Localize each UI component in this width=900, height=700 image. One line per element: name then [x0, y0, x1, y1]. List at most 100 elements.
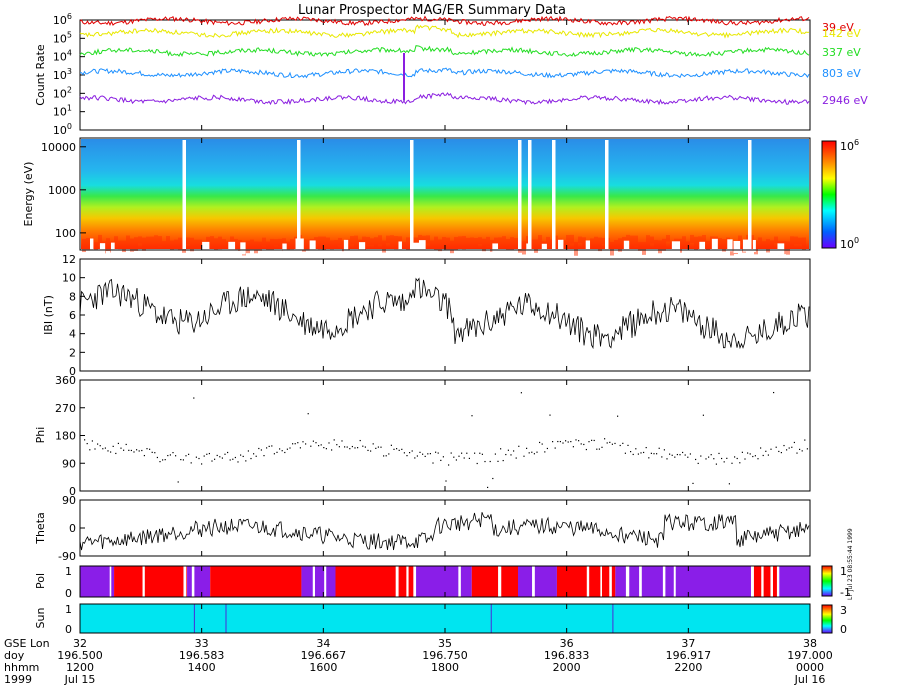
count-rate-tick-label: 105 — [53, 30, 72, 45]
spectrogram-texture — [406, 237, 410, 250]
phi-point — [240, 454, 242, 456]
spectrogram-texture — [582, 237, 586, 249]
series-line-337-eV — [79, 45, 810, 58]
phi-point — [276, 451, 278, 453]
phi-point — [318, 445, 320, 447]
spectrogram-lowband-gap — [90, 238, 94, 251]
phi-point — [481, 453, 483, 455]
pol-colorbar-top: 1 — [840, 565, 847, 578]
count-rate-tick-label: 106 — [53, 12, 72, 27]
phi-point — [263, 455, 265, 457]
spectrogram-texture — [238, 239, 242, 251]
phi-point — [476, 462, 478, 465]
spectrogram-texture — [562, 240, 566, 249]
spectrogram-texture — [234, 238, 238, 250]
phi-point — [107, 450, 109, 452]
theta-ylabel: Theta — [34, 512, 47, 545]
spectrogram-gap — [748, 140, 752, 249]
theta-tick-label: 90 — [62, 494, 76, 507]
spectrogram-texture — [146, 236, 150, 249]
spectrogram-lowband-gap — [309, 240, 316, 253]
sun-colorbar-top: 3 — [840, 604, 847, 617]
spectrogram-texture — [382, 240, 386, 253]
spectrogram-texture — [98, 234, 102, 245]
phi-point — [180, 458, 182, 461]
spectrogram-gap — [297, 140, 301, 249]
spectrogram-texture — [510, 237, 514, 250]
spectrogram-lowband-gap — [733, 240, 741, 253]
phi-point — [731, 462, 733, 464]
spectrogram-lowband-gap — [777, 243, 785, 256]
phi-point — [806, 448, 808, 450]
xtick-hhmm: 2200 — [674, 661, 702, 674]
b-tick-label: 0 — [69, 365, 76, 378]
spectrogram-texture — [502, 236, 506, 249]
phi-point — [518, 445, 520, 447]
spectrogram-texture — [378, 235, 382, 245]
phi-point — [760, 447, 762, 449]
spectrogram-gap — [410, 140, 414, 249]
spectrogram-texture — [594, 236, 598, 248]
phi-point — [206, 453, 208, 455]
phi-point — [799, 448, 801, 450]
phi-point — [281, 450, 283, 452]
spectrogram-texture — [598, 237, 602, 252]
phi-point — [125, 443, 127, 446]
spectrogram-texture — [398, 236, 402, 247]
spectrogram-texture — [254, 241, 258, 254]
phi-point — [705, 458, 707, 460]
phi-point — [723, 461, 725, 463]
phi-point — [448, 464, 450, 466]
phi-point — [624, 452, 626, 454]
xtick-doy: 196.500 — [57, 649, 103, 662]
phi-point — [645, 446, 647, 449]
spectrogram-lowband-gap — [727, 239, 733, 252]
phi-point — [461, 452, 463, 454]
phi-point — [788, 447, 790, 449]
spectrogram-texture — [138, 236, 142, 244]
series-line-2946-eV — [79, 92, 810, 106]
spectrogram-gap — [182, 140, 186, 249]
spectrogram-texture — [442, 236, 446, 247]
phi-point — [442, 456, 444, 458]
phi-point — [359, 439, 361, 442]
polarity-gap — [183, 566, 187, 597]
phi-point — [203, 455, 205, 457]
phi-point — [679, 454, 681, 456]
phi-point — [739, 462, 741, 464]
phi-point — [604, 438, 606, 440]
polarity-gap — [395, 566, 399, 597]
phi-point — [333, 439, 335, 441]
phi-point — [344, 446, 346, 448]
phi-point — [661, 456, 663, 458]
xtick-doy: 196.917 — [666, 649, 712, 662]
phi-point — [211, 460, 213, 462]
phi-point — [279, 448, 281, 450]
spectrogram-texture — [738, 235, 742, 243]
phi-frame — [79, 379, 811, 492]
phi-point — [765, 450, 767, 452]
phi-point — [393, 448, 395, 450]
polarity-gap — [498, 566, 502, 597]
polarity-segment — [777, 566, 810, 597]
colorbar-top-label: 106 — [840, 138, 859, 153]
phi-point — [364, 446, 366, 448]
pol-colorbar-bottom: -1 — [840, 586, 851, 599]
polarity-gap — [600, 566, 603, 597]
phi-point — [635, 448, 637, 450]
phi-point — [146, 448, 148, 450]
phi-point — [445, 480, 447, 482]
spectrogram-texture — [658, 240, 662, 254]
spectrogram-lowband-gap — [585, 240, 591, 253]
phi-point — [762, 454, 764, 457]
spectrogram-texture — [314, 237, 318, 246]
spectrogram-texture — [706, 240, 710, 251]
spectrogram-lowband-gap — [752, 239, 756, 252]
phi-point — [341, 440, 343, 442]
phi-point — [201, 463, 203, 465]
spectrogram-texture — [126, 235, 130, 248]
polarity-segment — [556, 566, 616, 597]
polarity-segment — [114, 566, 188, 597]
phi-point — [793, 441, 795, 444]
phi-point — [630, 451, 632, 453]
